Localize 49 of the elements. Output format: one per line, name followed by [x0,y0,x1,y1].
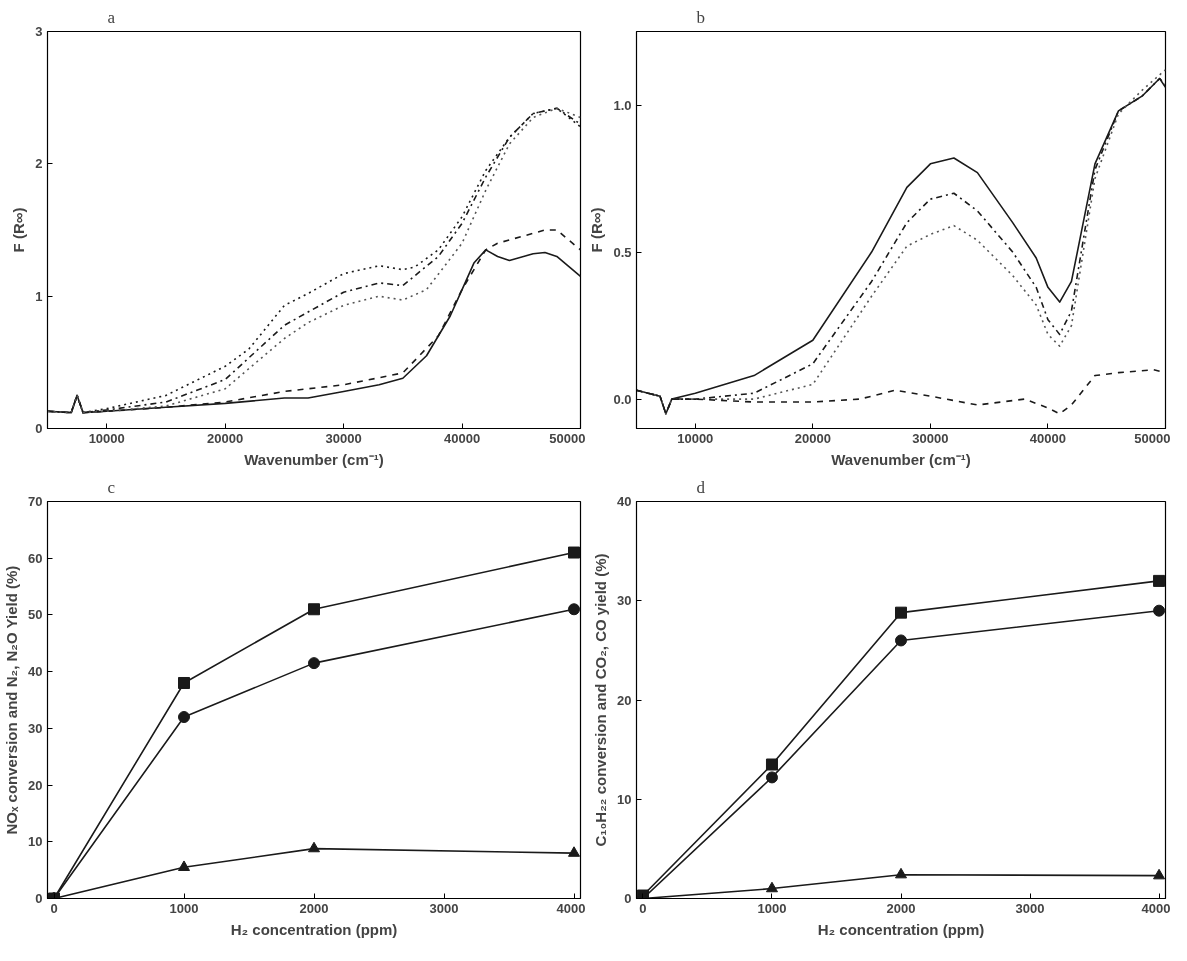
x-axis-title: H₂ concentration (ppm) [817,920,985,938]
y-tick-label: 3 [35,24,43,39]
y-tick-label: 20 [28,777,43,793]
y-axis-title: C₁₀H₂₂ conversion and CO₂, CO yield (%) [592,553,610,847]
x-tick-label: 2000 [299,900,329,916]
y-tick-label: 2 [35,156,43,172]
y-tick-label: 30 [28,720,43,736]
x-tick-label: 30000 [325,430,362,446]
chart-title: d [696,477,706,497]
y-tick-label: 60 [28,550,43,566]
x-axis-title: H₂ concentration (ppm) [230,920,398,938]
x-tick-label: 10000 [88,430,125,446]
y-tick-label: 1 [35,288,43,304]
x-tick-label: 4000 [1141,900,1171,916]
y-tick-label: 70 [28,494,43,509]
y-tick-label: 10 [617,791,632,807]
x-tick-label: 1000 [757,900,787,916]
x-tick-label: 20000 [207,430,244,446]
x-tick-label: 3000 [429,900,459,916]
y-axis-title: NOₓ conversion and N₂, N₂O Yield (%) [3,565,21,835]
y-tick-label: 0.0 [613,391,632,407]
y-axis-title: F (R∞) [10,207,28,253]
y-tick-label: 40 [28,664,43,680]
y-tick-label: 0.5 [613,244,632,260]
y-tick-label: 1.0 [613,97,632,113]
x-tick-label: 4000 [556,900,586,916]
y-tick-label: 20 [617,692,632,708]
x-tick-label: 1000 [169,900,199,916]
y-tick-label: 50 [28,607,43,623]
y-axis-title: F (R∞) [588,207,606,253]
x-tick-label: 3000 [1015,900,1045,916]
y-tick-label: 40 [617,494,632,509]
x-tick-label: 2000 [886,900,916,916]
x-tick-label: 50000 [549,430,586,446]
x-tick-label: 40000 [443,430,481,446]
x-tick-label: 30000 [912,430,949,446]
chart-title: b [696,7,705,27]
x-tick-label: 0 [50,900,58,916]
x-axis-title: Wavenumber (cm⁻¹) [244,450,384,468]
chart-title: c [107,477,116,497]
y-tick-label: 10 [28,834,43,850]
chart-title: a [107,7,116,27]
x-tick-label: 10000 [677,430,714,446]
x-tick-label: 50000 [1134,430,1171,446]
y-tick-label: 30 [617,593,632,609]
x-tick-label: 40000 [1029,430,1067,446]
x-tick-label: 20000 [794,430,831,446]
x-axis-title: Wavenumber (cm⁻¹) [831,450,971,468]
x-tick-label: 0 [639,900,647,916]
